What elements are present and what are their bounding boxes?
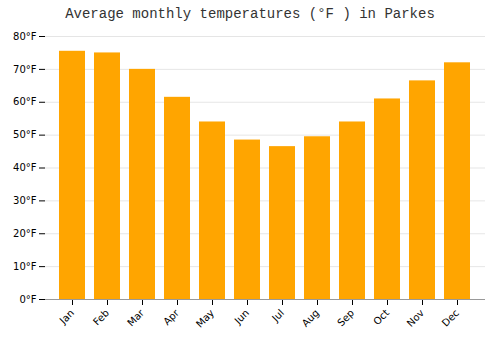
svg-text:Jul: Jul [269, 307, 286, 324]
svg-text:Dec: Dec [440, 307, 461, 328]
svg-text:80°F: 80°F [13, 31, 37, 42]
svg-text:0°F: 0°F [19, 294, 36, 305]
svg-text:Jun: Jun [232, 307, 252, 327]
svg-text:20°F: 20°F [13, 228, 37, 239]
svg-text:Sep: Sep [335, 307, 356, 328]
svg-text:Aug: Aug [300, 307, 322, 329]
svg-text:Oct: Oct [371, 307, 391, 327]
svg-text:Mar: Mar [125, 307, 147, 329]
svg-text:70°F: 70°F [13, 64, 37, 75]
svg-text:50°F: 50°F [13, 129, 37, 140]
svg-text:Feb: Feb [91, 307, 111, 327]
svg-text:Apr: Apr [161, 307, 182, 328]
svg-text:60°F: 60°F [13, 96, 37, 107]
svg-text:40°F: 40°F [13, 162, 37, 173]
svg-text:10°F: 10°F [13, 261, 37, 272]
svg-text:Jan: Jan [57, 307, 76, 326]
svg-text:Nov: Nov [405, 307, 427, 329]
svg-text:May: May [194, 307, 216, 329]
svg-text:30°F: 30°F [13, 195, 37, 206]
html-text:Average monthly temperatures (: Average monthly temperatures (°F ) in Pa… [65, 6, 435, 22]
